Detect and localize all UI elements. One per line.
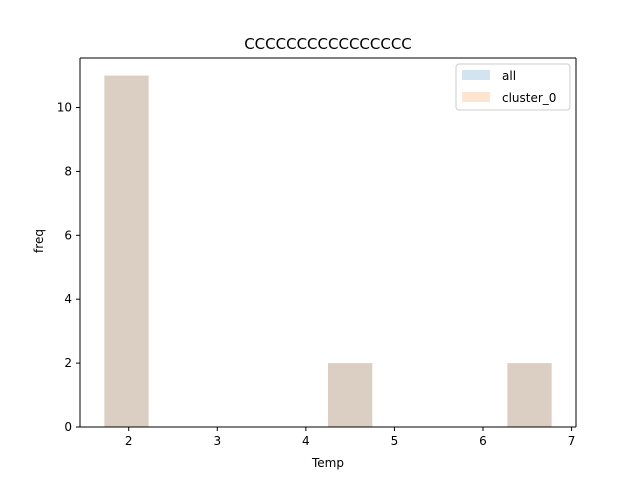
- x-tick-label-7: 7: [568, 434, 576, 448]
- axes-layer: 2 3 4 5 6 7 0 2 4 6 8 10: [57, 57, 577, 448]
- x-tick-label-3: 3: [213, 434, 221, 448]
- bar-all-2: [507, 363, 552, 427]
- bar-all-1: [328, 363, 373, 427]
- legend-swatch-all: [462, 70, 490, 80]
- legend: all cluster_0: [455, 63, 571, 111]
- chart-title: CCCCCCCCCCCCCCCC: [244, 35, 412, 53]
- y-tick-label-8: 8: [64, 164, 72, 178]
- y-axis-label: freq: [32, 229, 46, 253]
- legend-frame: [455, 63, 571, 111]
- bar-cluster-0-0: [104, 75, 149, 428]
- y-tick-label-6: 6: [64, 228, 72, 242]
- y-tick-label-10: 10: [57, 101, 72, 115]
- legend-label-cluster-0: cluster_0: [502, 91, 556, 105]
- x-tick-label-6: 6: [479, 434, 487, 448]
- x-tick-label-2: 2: [125, 434, 133, 448]
- y-tick-label-4: 4: [64, 292, 72, 306]
- legend-label-all: all: [502, 69, 516, 83]
- x-tick-label-4: 4: [302, 434, 310, 448]
- legend-swatch-cluster-0: [462, 92, 490, 102]
- x-tick-label-5: 5: [391, 434, 399, 448]
- bar-cluster-0-1: [328, 363, 373, 427]
- y-tick-label-0: 0: [64, 420, 72, 434]
- bar-cluster-0-2: [507, 363, 552, 427]
- y-tick-label-2: 2: [64, 356, 72, 370]
- bars-layer: [104, 75, 552, 428]
- x-axis-label: Temp: [311, 456, 344, 470]
- bar-all-0: [104, 75, 149, 428]
